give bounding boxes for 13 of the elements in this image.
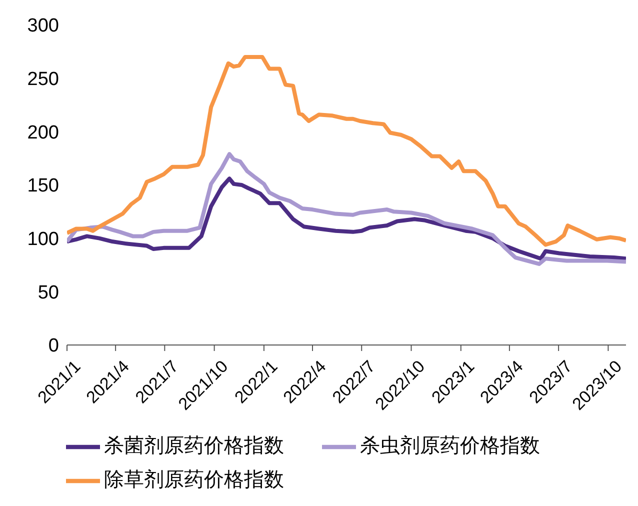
legend-label: 除草剂原药价格指数 [104, 467, 284, 492]
y-tick-label: 50 [38, 282, 59, 304]
y-tick-label: 250 [27, 69, 59, 90]
y-tick-label: 100 [27, 229, 59, 250]
y-tick-label: 150 [27, 176, 59, 197]
y-tick-label: 0 [48, 336, 59, 357]
line-series [67, 55, 626, 247]
legend-label: 杀菌剂原药价格指数 [104, 433, 284, 458]
y-tick-label: 200 [27, 122, 59, 144]
line-series [67, 152, 626, 266]
legend-label: 杀虫剂原药价格指数 [360, 433, 540, 458]
y-tick-label: 300 [27, 16, 59, 37]
line-series [67, 176, 626, 261]
